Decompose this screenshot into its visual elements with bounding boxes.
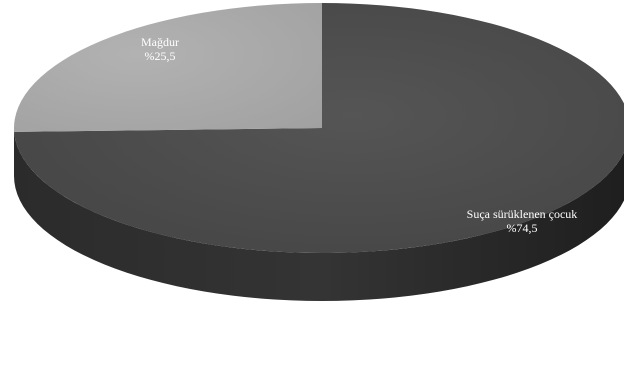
slice-value-0: %74,5 [507, 221, 538, 235]
pie-slice-0 [14, 3, 624, 253]
pie-slice-1 [13, 3, 322, 132]
slice-value-1: %25,5 [145, 49, 176, 63]
slice-label-1: Mağdur [141, 35, 179, 49]
slice-label-0: Suça sürüklenen çocuk [467, 207, 578, 221]
pie-side-wall [14, 128, 624, 301]
